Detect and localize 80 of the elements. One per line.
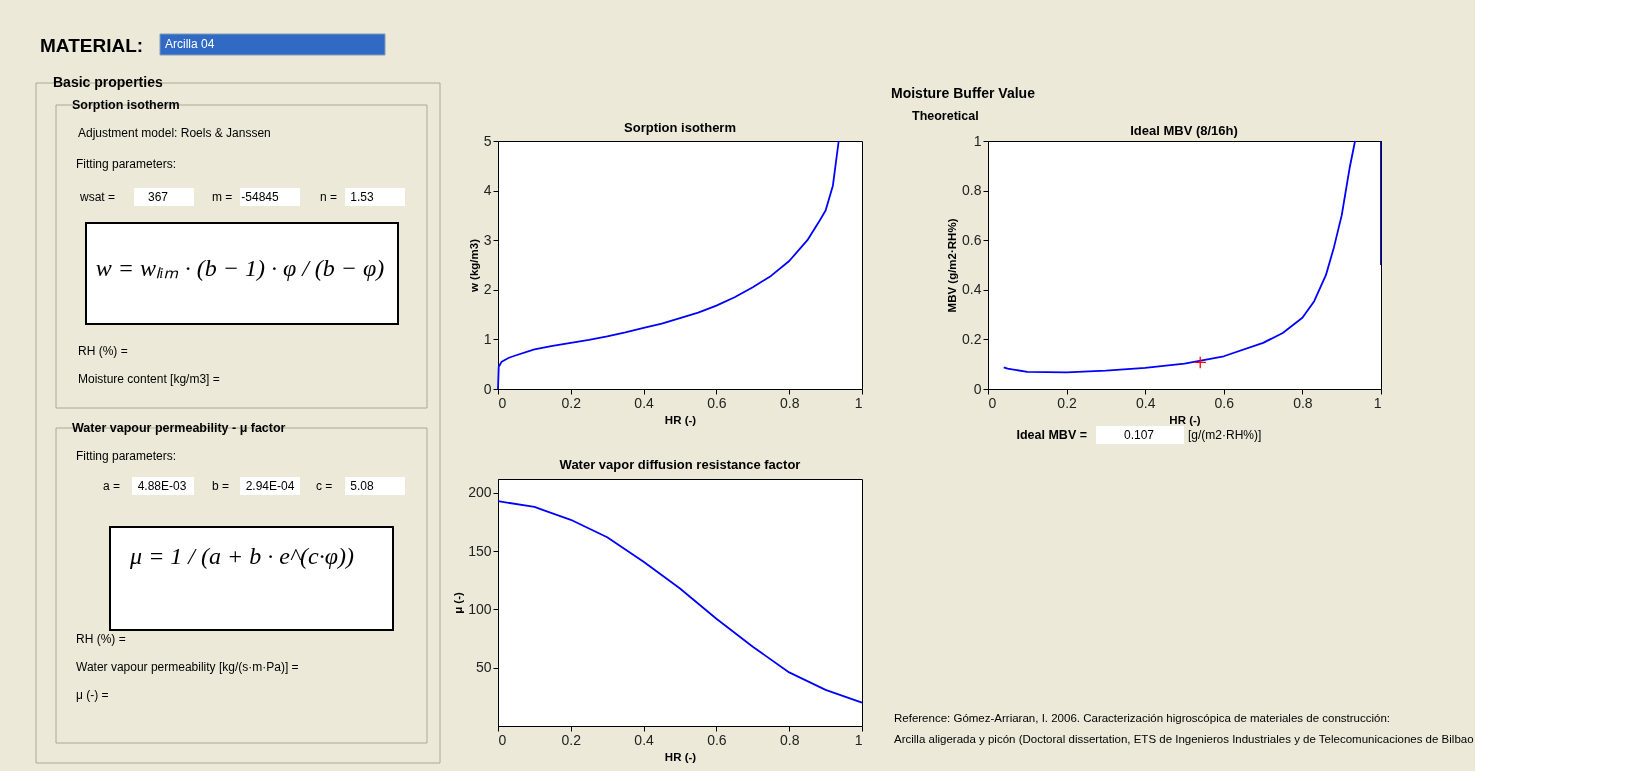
text: RH (%) = bbox=[78, 344, 128, 358]
text: 1.53 bbox=[350, 190, 374, 204]
text: 0.107 bbox=[1123, 428, 1155, 442]
text: Water vapour permeability [kg/(s·m·Pa)] = bbox=[76, 660, 299, 674]
x-axis-title: HR (-) bbox=[1169, 413, 1201, 426]
text: Basic properties bbox=[53, 74, 163, 90]
y-axis-title: MBV (g/m2·RH%) bbox=[946, 218, 959, 313]
chart-title: Sorption isotherm bbox=[624, 120, 736, 135]
text: -54845 bbox=[241, 190, 279, 204]
x-axis-title: HR (-) bbox=[664, 750, 697, 763]
text: Sorption isotherm bbox=[72, 98, 180, 112]
y-tick-label: 4 bbox=[483, 182, 492, 199]
text: a = bbox=[103, 479, 121, 493]
y-tick-label: 5 bbox=[483, 132, 492, 149]
text: Reference: Gómez-Arriaran, I. 2006. Caracterización higroscópica de materiales de construcción: bbox=[894, 712, 1391, 724]
text: Fitting parameters: bbox=[76, 449, 177, 463]
x-tick-label: 1 bbox=[854, 394, 863, 411]
text: n = bbox=[320, 190, 338, 204]
text: c = bbox=[316, 479, 333, 493]
x-tick-label: 0.4 bbox=[634, 394, 655, 411]
y-tick-label: 3 bbox=[483, 231, 492, 248]
x-tick-label: 0.8 bbox=[1293, 394, 1313, 411]
y-tick-label: 1 bbox=[483, 330, 492, 347]
y-tick-label: 0 bbox=[973, 380, 982, 397]
text: RH (%) = bbox=[76, 632, 126, 646]
y-axis-title: μ (-) bbox=[452, 591, 465, 614]
x-tick-label: 0.4 bbox=[634, 731, 655, 748]
y-tick-label: 1 bbox=[973, 132, 982, 149]
text: Moisture Buffer Value bbox=[891, 85, 1036, 101]
x-tick-label: 0.2 bbox=[561, 731, 582, 748]
x-tick-label: 0.2 bbox=[1057, 394, 1078, 411]
x-tick-label: 1 bbox=[1373, 394, 1382, 411]
x-tick-label: 0 bbox=[498, 731, 507, 748]
y-tick-label: 0.6 bbox=[962, 231, 982, 248]
y-tick-label: 0.4 bbox=[962, 281, 982, 298]
x-tick-label: 0 bbox=[498, 394, 507, 411]
text: [g/(m2·RH%)] bbox=[1188, 428, 1262, 442]
x-tick-label: 0 bbox=[988, 394, 997, 411]
y-tick-label: 50 bbox=[475, 659, 492, 676]
text: Ideal MBV = bbox=[1016, 428, 1087, 442]
text: wsat = bbox=[79, 190, 116, 204]
x-tick-label: 0.4 bbox=[1135, 394, 1156, 411]
text: 4.88E-03 bbox=[137, 479, 187, 493]
chart-title: Ideal MBV (8/16h) bbox=[1130, 123, 1238, 138]
text: Adjustment model: Roels & Janssen bbox=[78, 126, 271, 140]
chart-title: Water vapor diffusion resistance factor bbox=[559, 457, 801, 472]
line-series bbox=[1002, 140, 1356, 374]
text: Arcilla aligerada y picón (Doctoral dissertation, ETS de Ingenieros Industriales y de Telecomunicaciones de Bilbao bbox=[894, 733, 1474, 745]
line-series bbox=[497, 500, 863, 704]
x-tick-label: 0.6 bbox=[1214, 394, 1235, 411]
text: Water vapour permeability - μ factor bbox=[72, 421, 286, 435]
x-tick-label: 0.6 bbox=[707, 394, 727, 411]
y-axis-title: w (kg/m3) bbox=[467, 238, 480, 294]
x-tick-label: 1 bbox=[854, 731, 863, 748]
x-tick-label: 0.6 bbox=[707, 731, 727, 748]
text: MATERIAL: bbox=[40, 35, 144, 56]
text: μ = 1 / (a + b · e^(c·φ)) bbox=[129, 543, 354, 569]
text: b = bbox=[212, 479, 230, 493]
y-tick-label: 100 bbox=[468, 600, 492, 617]
x-axis-title: HR (-) bbox=[664, 413, 697, 426]
text: Theoretical bbox=[912, 109, 979, 123]
text: 367 bbox=[147, 190, 169, 204]
x-tick-label: 0.8 bbox=[779, 394, 800, 411]
line-series bbox=[497, 140, 840, 390]
y-tick-label: 0 bbox=[483, 380, 492, 397]
y-tick-label: 2 bbox=[483, 281, 492, 298]
x-tick-label: 0.2 bbox=[561, 394, 582, 411]
text: 5.08 bbox=[350, 479, 374, 493]
text: Moisture content [kg/m3] = bbox=[78, 372, 220, 386]
text: Fitting parameters: bbox=[76, 157, 177, 171]
text: m = bbox=[212, 190, 233, 204]
y-tick-label: 150 bbox=[468, 542, 492, 559]
y-tick-label: 200 bbox=[468, 484, 492, 501]
y-tick-label: 0.2 bbox=[962, 330, 982, 347]
text: μ (-) = bbox=[76, 688, 109, 702]
text: 2.94E-04 bbox=[245, 479, 295, 493]
text: Arcilla 04 bbox=[165, 37, 215, 51]
text: w = wₗᵢₘ · (b − 1) · φ / (b − φ) bbox=[95, 255, 385, 281]
x-tick-label: 0.8 bbox=[779, 731, 800, 748]
y-tick-label: 0.8 bbox=[962, 182, 982, 199]
